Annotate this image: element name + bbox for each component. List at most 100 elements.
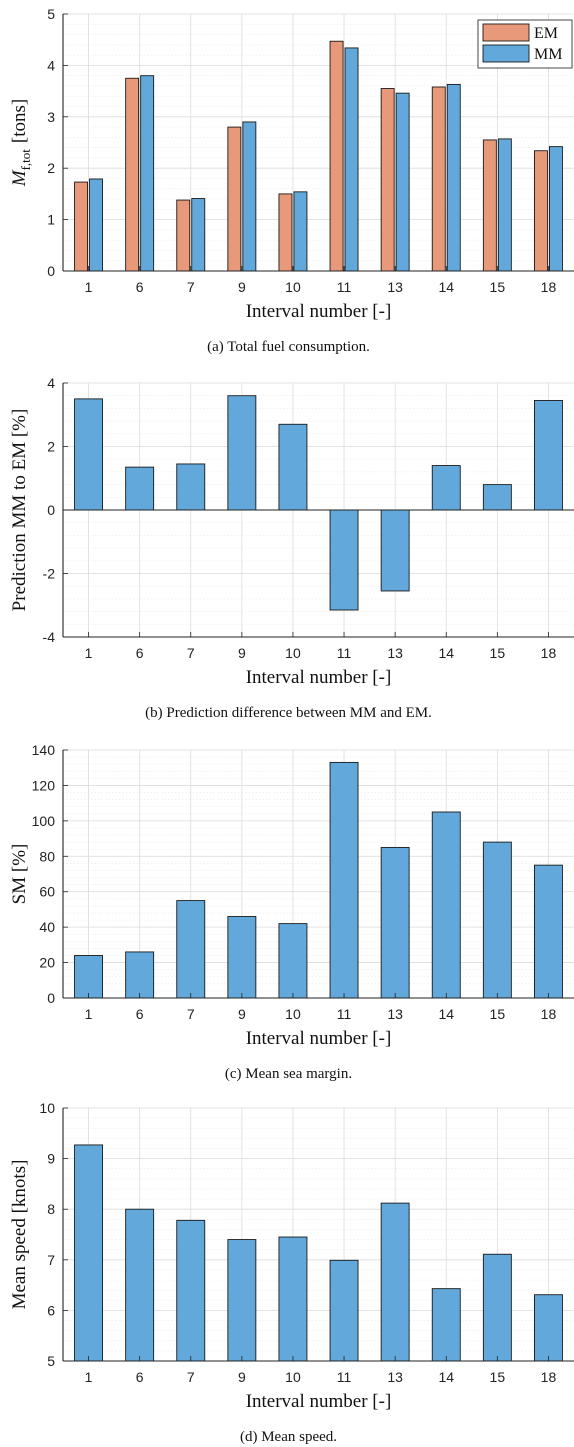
x-tick-label: 13 (387, 1369, 403, 1385)
y-axis-label-symbol: M (9, 169, 30, 187)
y-axis-label-unit: [tons] (9, 99, 30, 143)
bar-a-s1-15 (482, 139, 497, 272)
bar-a-s1-1 (74, 181, 89, 272)
bar-d-s1-10 (278, 1236, 308, 1362)
caption-c: (c) Mean sea margin. (225, 1066, 352, 1082)
x-tick-label: 1 (85, 645, 93, 661)
caption-b: (b) Prediction difference between MM and… (145, 705, 432, 721)
y-tick-label: 0 (47, 990, 55, 1006)
bar-a-s2-14 (446, 83, 461, 272)
bar-d-s1-13 (380, 1202, 410, 1362)
x-tick-label: 10 (285, 645, 301, 661)
x-tick-label: 18 (541, 1369, 557, 1385)
bar-d-s1-11 (329, 1259, 359, 1362)
chart-a: 0 1 2 3 4 5 1 6 7 9 10 11 13 14 15 18 Interval number [-… (9, 6, 574, 355)
x-tick-label: 7 (187, 645, 195, 661)
y-tick-label: 5 (47, 6, 55, 22)
y-axis-label: Prediction MM to EM [%] (9, 409, 30, 612)
y-axis-label: SM [%] (9, 844, 30, 905)
caption-d: (d) Mean speed. (240, 1429, 337, 1445)
x-tick-label: 14 (438, 1006, 454, 1022)
bar-c-s1-14 (431, 811, 461, 999)
y-tick-label: 1 (47, 212, 55, 228)
y-tick-label: 8 (47, 1201, 55, 1217)
chart-d: 5 6 7 8 9 10 1 6 7 9 10 11 13 14 15 18 Interval number [… (9, 1100, 574, 1445)
x-tick-label: 9 (238, 1369, 246, 1385)
bar-a-s2-10 (293, 191, 308, 272)
y-tick-label: 40 (39, 919, 55, 935)
x-tick-label: 15 (490, 279, 506, 295)
bar-b-s1-11 (329, 509, 359, 611)
y-tick-label: 60 (39, 884, 55, 900)
y-tick-label: 20 (39, 955, 55, 971)
bar-a-s2-13 (395, 92, 410, 272)
y-tick-label: 9 (47, 1151, 55, 1167)
y-tick-label: 6 (47, 1302, 55, 1318)
legend-swatch-em (482, 23, 530, 42)
chart-b: -4 -2 0 2 4 1 6 7 9 10 11 13 14 15 18 Interval number [… (9, 375, 574, 721)
x-tick-label: 14 (438, 279, 454, 295)
x-tick-label: 18 (541, 1006, 557, 1022)
x-tick-label: 14 (438, 645, 454, 661)
x-tick-label: 13 (387, 1006, 403, 1022)
bar-a-s2-1 (89, 178, 104, 272)
x-axis-label: Interval number [-] (246, 1391, 392, 1412)
y-tick-label: 80 (39, 848, 55, 864)
bar-d-s1-6 (125, 1208, 155, 1362)
chart-c: 0 20 40 60 80 100 120 140 1 6 7 9 10 11 13 14 15 18 Interv… (9, 742, 574, 1082)
y-tick-label: 4 (47, 57, 55, 73)
bar-d-s1-1 (74, 1144, 104, 1362)
x-axis-label: Interval number [-] (246, 301, 392, 322)
x-tick-label: 7 (187, 279, 195, 295)
bar-d-s1-7 (176, 1219, 206, 1362)
y-tick-label: 2 (47, 439, 55, 455)
y-tick-label: 100 (32, 813, 56, 829)
x-tick-label: 10 (285, 1369, 301, 1385)
y-tick-label: 10 (39, 1100, 55, 1116)
y-tick-label: 2 (47, 160, 55, 176)
bar-d-s1-9 (227, 1239, 257, 1362)
x-tick-label: 1 (85, 279, 93, 295)
x-tick-label: 14 (438, 1369, 454, 1385)
legend-swatch-mm (482, 44, 530, 63)
x-tick-label: 6 (136, 1006, 144, 1022)
x-tick-label: 9 (238, 645, 246, 661)
x-tick-label: 18 (541, 645, 557, 661)
y-tick-label: 120 (32, 777, 56, 793)
bar-b-s1-14 (431, 465, 461, 511)
x-tick-label: 6 (136, 279, 144, 295)
y-tick-label: 140 (32, 742, 56, 758)
legend-label-em: EM (534, 25, 558, 42)
x-tick-label: 9 (238, 279, 246, 295)
bar-b-s1-9 (227, 395, 257, 511)
y-tick-label: 0 (47, 263, 55, 279)
bar-a-s2-15 (497, 138, 512, 272)
y-tick-label: -2 (43, 566, 56, 582)
x-tick-label: 7 (187, 1006, 195, 1022)
bar-a-s2-7 (191, 198, 206, 272)
y-tick-label: -4 (43, 629, 56, 645)
y-tick-label: 7 (47, 1252, 55, 1268)
x-axis-label: Interval number [-] (246, 1028, 392, 1049)
y-tick-label: 0 (47, 502, 55, 518)
x-tick-label: 11 (337, 279, 352, 295)
x-tick-label: 15 (490, 645, 506, 661)
x-tick-label: 10 (285, 1006, 301, 1022)
bar-c-s1-13 (380, 846, 410, 999)
bar-a-s1-11 (329, 40, 344, 272)
bar-b-s1-18 (534, 400, 563, 511)
legend-label-mm: MM (534, 46, 562, 63)
bar-a-s1-6 (125, 77, 140, 272)
x-tick-label: 11 (337, 1006, 352, 1022)
x-tick-label: 11 (337, 1369, 352, 1385)
x-tick-label: 18 (541, 279, 557, 295)
bar-d-s1-14 (431, 1288, 461, 1362)
y-axis-label-subscript: f,tot (18, 149, 33, 171)
y-axis-label: Mf,tot [tons] (9, 99, 33, 187)
bar-a-s2-11 (344, 47, 359, 272)
bar-c-s1-6 (125, 951, 155, 999)
y-tick-label: 4 (47, 375, 55, 391)
x-tick-label: 13 (387, 279, 403, 295)
x-tick-label: 6 (136, 645, 144, 661)
x-tick-label: 6 (136, 1369, 144, 1385)
